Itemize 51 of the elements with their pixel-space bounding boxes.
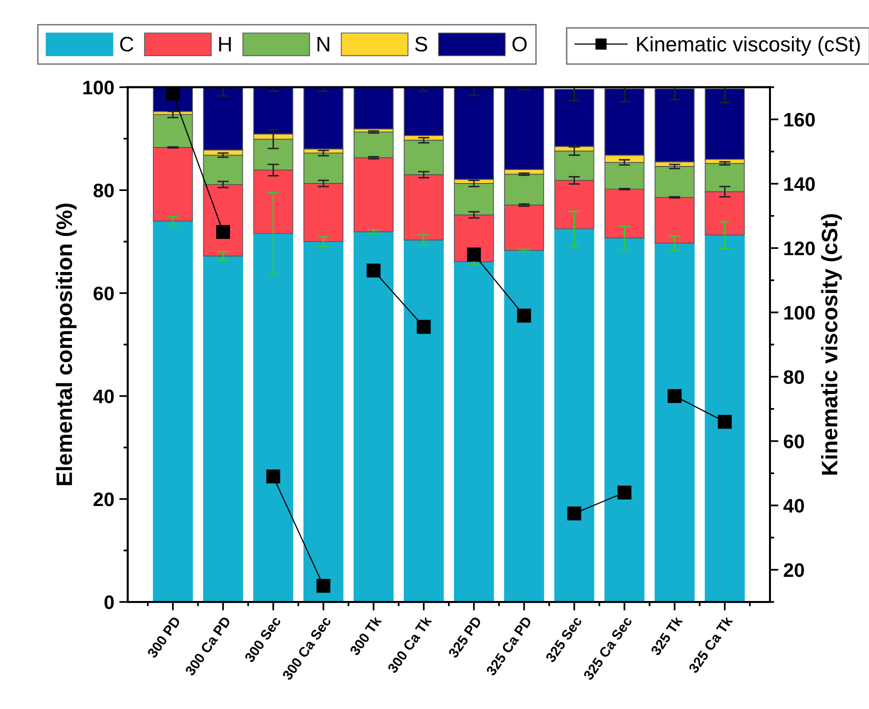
y-tick-label: 20 — [94, 492, 114, 506]
x-tick-label: 300 Ca PD — [184, 616, 232, 676]
y2-tick-label: 80 — [784, 370, 804, 384]
legend-label: O — [512, 36, 527, 52]
y-axis-title: Elemental composition (%) — [56, 204, 77, 486]
x-tick-label: 325 Sec — [545, 616, 582, 664]
y-tick-label: 80 — [94, 184, 114, 198]
bar — [454, 87, 494, 180]
x-tick-label: 325 Tk — [650, 615, 683, 656]
bar — [404, 87, 444, 136]
x-tick-label: 325 Ca PD — [486, 616, 532, 676]
bar — [704, 88, 745, 160]
y2-axis-title: Kinematic viscosity (cSt) — [821, 214, 842, 475]
x-tick-label: 325 Ca Sec — [582, 616, 633, 681]
bar — [504, 250, 544, 602]
x-tick-label: 300 Ca Sec — [282, 616, 332, 681]
y2-tick-label: 100 — [784, 306, 815, 320]
bar — [253, 232, 294, 602]
y2-tick-label: 60 — [784, 434, 804, 448]
legend-label: C — [120, 36, 134, 52]
y2-tick-label: 40 — [783, 498, 804, 513]
x-tick-label: 300 Tk — [348, 615, 382, 656]
x-tick-label: 300 PD — [146, 616, 181, 659]
x-tick-label: 300 Sec — [244, 616, 282, 664]
bar — [604, 238, 644, 602]
bar — [704, 234, 745, 602]
x-tick-label: 300 Ca Tk — [386, 615, 432, 674]
bar — [454, 261, 494, 602]
legend-label: S — [415, 36, 428, 52]
bar — [354, 231, 394, 602]
y2-tick-label: 160 — [784, 112, 815, 127]
y2-tick-label: 140 — [784, 177, 815, 191]
bar — [654, 242, 695, 602]
bar — [303, 87, 344, 150]
bar — [404, 240, 444, 602]
legend-label: Kinematic viscosity (cSt) — [637, 36, 860, 56]
y-tick-label: 100 — [83, 80, 114, 94]
bar — [554, 228, 594, 602]
y-tick-label: 0 — [104, 595, 114, 610]
x-tick-label: 325 PD — [448, 616, 482, 659]
bar — [303, 241, 344, 602]
legend-label: N — [318, 37, 330, 52]
legend-label: H — [219, 37, 231, 52]
y-tick-label: 60 — [94, 286, 114, 300]
x-tick-label: 325 Ca Tk — [688, 615, 734, 674]
bar — [152, 220, 193, 602]
bar — [354, 87, 394, 130]
bar — [203, 256, 244, 602]
y2-tick-label: 20 — [784, 563, 804, 578]
y2-tick-label: 120 — [784, 242, 815, 256]
y-tick-label: 40 — [93, 390, 114, 404]
